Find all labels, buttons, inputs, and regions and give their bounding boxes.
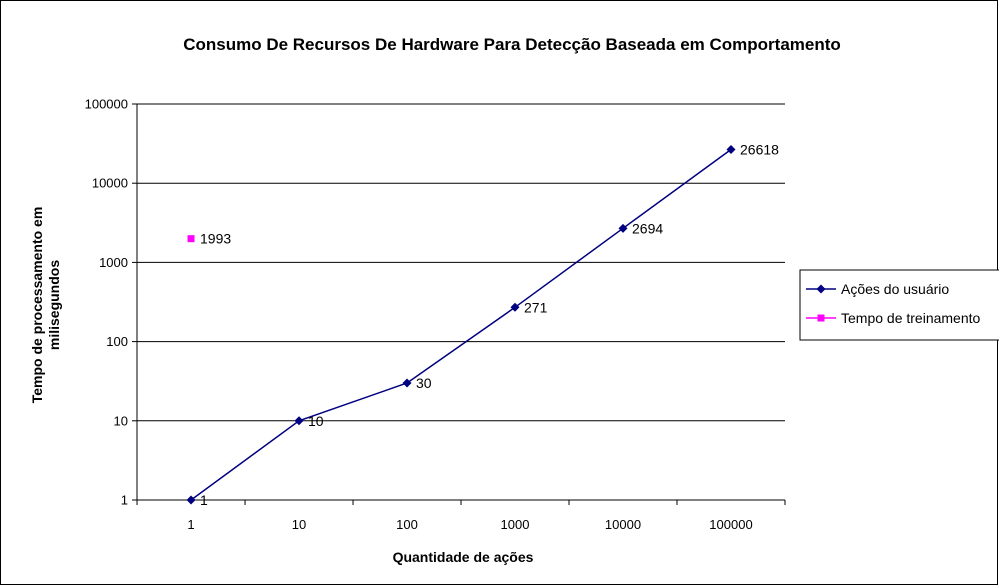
data-label-0-4: 2694 [632,220,663,236]
y-tick-label: 1 [121,493,128,508]
legend-marker-treinamento [817,314,825,322]
data-point-0-4 [618,223,628,233]
plot-area: 1 10 100 1000 10000 100000 1 10 100 1000 10000 1000… [85,97,786,532]
data-point-0-5 [726,145,736,155]
data-point-0-1 [294,416,304,426]
legend-marker-acoes [816,284,826,294]
x-tick-label: 1 [187,517,194,532]
data-label-0-2: 30 [416,375,432,391]
y-axis-title-line1: Tempo de processamento em [29,207,45,404]
chart-title: Consumo De Recursos De Hardware Para Det… [183,35,841,54]
legend-label-treinamento: Tempo de treinamento [841,310,981,326]
data-label-0-0: 1 [200,492,208,508]
y-tick-label: 10 [114,413,128,428]
series-line-0 [190,148,732,501]
legend-item-treinamento: Tempo de treinamento [806,310,981,326]
x-tick-label: 1000 [501,517,530,532]
x-axis-title: Quantidade de ações [393,549,534,565]
x-tick-label: 10 [292,517,306,532]
data-label-0-5: 26618 [740,142,779,158]
legend-box [799,269,999,341]
y-tick-label: 10000 [92,176,128,191]
data-point-0-0 [186,495,196,505]
y-axis-title-line2: milisegundos [46,260,62,350]
data-label-0-3: 271 [524,299,548,315]
data-point-0-2 [402,378,412,388]
x-tick-label: 10000 [605,517,641,532]
y-tick-label: 100 [106,334,128,349]
legend: Ações do usuário Tempo de treinamento [799,269,999,341]
y-tick-label: 100000 [85,97,128,112]
data-point-1-0 [187,235,195,243]
data-label-0-1: 10 [308,413,324,429]
legend-item-acoes: Ações do usuário [806,281,949,297]
data-label-1-0: 1993 [200,231,231,247]
data-point-0-3 [510,302,520,312]
y-tick-label: 1000 [99,255,128,270]
legend-label-acoes: Ações do usuário [841,281,949,297]
x-tick-label: 100 [396,517,418,532]
x-tick-label: 100000 [709,517,752,532]
